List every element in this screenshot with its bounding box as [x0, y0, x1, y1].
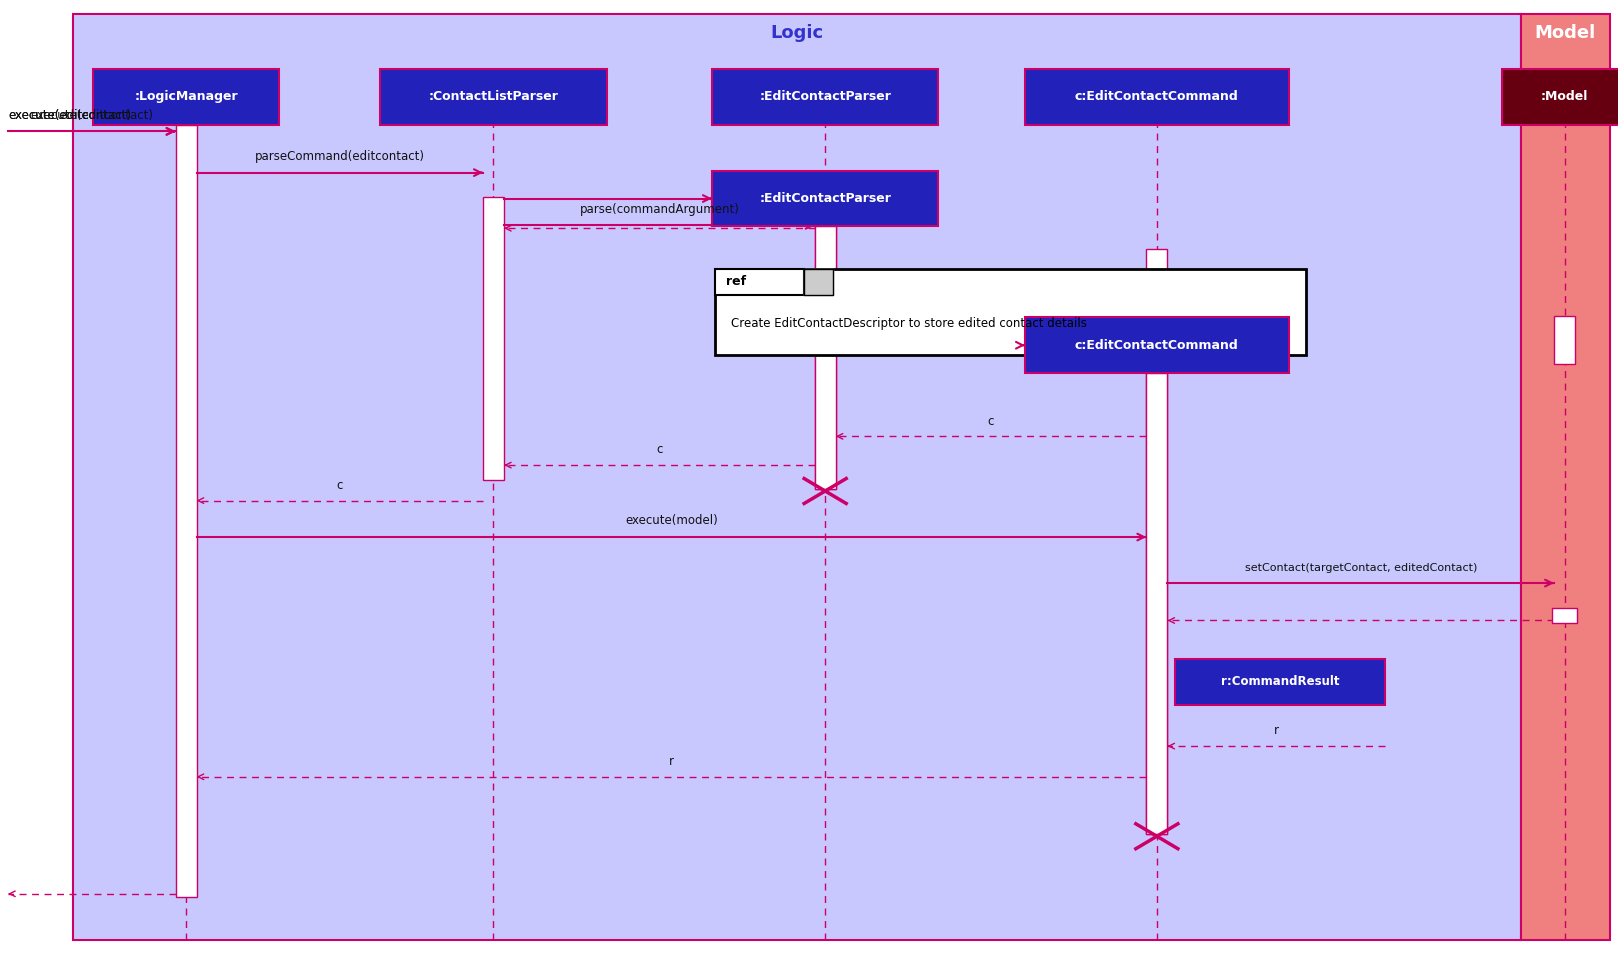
Bar	[73, 14, 1521, 940]
Text: c: c	[989, 414, 993, 428]
Text: r: r	[1273, 724, 1278, 737]
Bar	[1146, 373, 1168, 834]
Bar	[815, 225, 837, 489]
Bar	[712, 171, 938, 226]
Bar	[1146, 249, 1168, 834]
Text: Logic: Logic	[770, 24, 824, 42]
Bar	[176, 125, 197, 897]
Text: Create EditContactDescriptor to store edited contact details: Create EditContactDescriptor to store ed…	[731, 316, 1087, 330]
Text: c: c	[657, 443, 662, 456]
Bar	[380, 69, 607, 125]
Bar	[815, 226, 837, 489]
Text: execute(model): execute(model)	[625, 514, 718, 527]
Text: Model: Model	[1535, 24, 1595, 42]
Text: parse(commandArgument): parse(commandArgument)	[579, 202, 739, 216]
Text: execute(editcontact): execute(editcontact)	[8, 108, 131, 122]
Text: execute(editcontact): execute(editcontact)	[31, 108, 154, 122]
Text: c:EditContactCommand: c:EditContactCommand	[1074, 90, 1239, 104]
Text: c:EditContactCommand: c:EditContactCommand	[1074, 339, 1239, 352]
Text: r: r	[668, 755, 675, 768]
Text: parseCommand(editcontact): parseCommand(editcontact)	[254, 150, 426, 163]
Text: execute(editcontact): execute(editcontact)	[8, 108, 131, 122]
Bar	[1026, 317, 1288, 373]
Bar	[712, 69, 938, 125]
Text: :EditContactParser: :EditContactParser	[759, 90, 892, 104]
Bar	[715, 269, 804, 295]
Text: ref: ref	[726, 275, 746, 289]
Text: :EditContactParser: :EditContactParser	[759, 192, 892, 205]
Bar	[1026, 69, 1288, 125]
Text: c: c	[337, 479, 343, 492]
Text: :ContactListParser: :ContactListParser	[429, 90, 558, 104]
Text: :LogicManager: :LogicManager	[134, 90, 238, 104]
Text: :Model: :Model	[1540, 90, 1589, 104]
Bar	[1502, 69, 1618, 125]
Bar	[1521, 14, 1610, 940]
Bar	[1552, 608, 1576, 623]
Bar	[1553, 316, 1574, 364]
Text: setContact(targetContact, editedContact): setContact(targetContact, editedContact)	[1244, 564, 1477, 573]
Bar	[715, 269, 1306, 355]
Text: r:CommandResult: r:CommandResult	[1220, 675, 1340, 689]
Bar	[94, 69, 280, 125]
Polygon shape	[804, 269, 833, 295]
Bar	[482, 197, 503, 480]
Bar	[1175, 659, 1385, 705]
